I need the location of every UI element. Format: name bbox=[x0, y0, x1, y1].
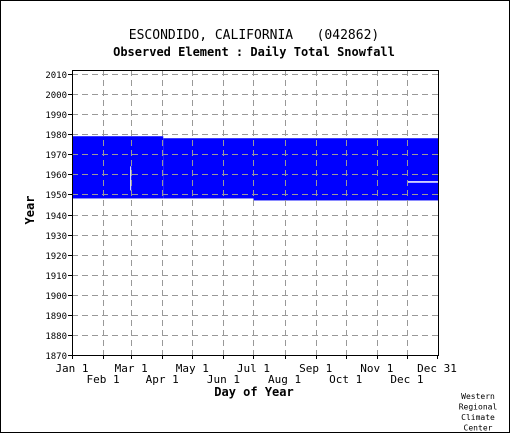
data-gap-1 bbox=[130, 166, 132, 191]
y-tick-label: 1950 bbox=[45, 191, 67, 201]
x-tick-label: Jan 1 bbox=[55, 362, 88, 375]
x-tick-label: May 1 bbox=[176, 362, 209, 375]
x-tick-label: Apr 1 bbox=[146, 373, 179, 386]
data-block-1 bbox=[163, 138, 254, 199]
x-axis-label: Day of Year bbox=[214, 385, 293, 399]
y-tick-label: 2010 bbox=[45, 71, 67, 81]
y-tick-label: 1990 bbox=[45, 111, 67, 121]
data-block-2 bbox=[253, 138, 438, 201]
y-tick-label: 1910 bbox=[45, 272, 67, 282]
plot-border bbox=[72, 70, 439, 356]
x-tick-label: Jul 1 bbox=[237, 362, 270, 375]
x-tick-label: Jun 1 bbox=[207, 373, 240, 386]
data-blocks bbox=[72, 136, 438, 201]
grid-lines bbox=[72, 70, 439, 356]
x-axis-ticks: Jan 1 Mar 1 May 1 Jul 1 Sep 1 Nov 1 Dec 31 Feb … bbox=[55, 355, 457, 386]
y-tick-label: 1870 bbox=[45, 352, 67, 362]
x-tick-label: Sep 1 bbox=[299, 362, 332, 375]
x-tick-label: Dec 31 bbox=[417, 362, 457, 375]
data-block-0 bbox=[72, 136, 164, 199]
credit-line: Center bbox=[464, 424, 493, 433]
y-tick-label: 2000 bbox=[45, 91, 67, 101]
x-tick-label: Oct 1 bbox=[329, 373, 362, 386]
credit-line: Western bbox=[461, 392, 495, 401]
y-tick-label: 1890 bbox=[45, 312, 67, 322]
x-tick-label: Nov 1 bbox=[360, 362, 393, 375]
y-tick-label: 1900 bbox=[45, 292, 67, 302]
y-tick-label: 1970 bbox=[45, 151, 67, 161]
chart-title: ESCONDIDO, CALIFORNIA (042862) bbox=[129, 28, 379, 43]
plot-background bbox=[72, 70, 438, 355]
x-tick-label: Feb 1 bbox=[87, 373, 120, 386]
chart-subtitle: Observed Element : Daily Total Snowfall bbox=[113, 45, 395, 59]
data-gap-0 bbox=[407, 181, 438, 183]
y-tick-label: 1960 bbox=[45, 171, 67, 181]
plot-area bbox=[72, 70, 438, 355]
y-tick-label: 1920 bbox=[45, 252, 67, 262]
y-axis-label: Year bbox=[23, 196, 37, 225]
y-tick-label: 1880 bbox=[45, 332, 67, 342]
credit-line: Climate bbox=[461, 413, 495, 422]
x-tick-label: Mar 1 bbox=[115, 362, 148, 375]
credit-line: Regional bbox=[459, 403, 498, 412]
y-tick-label: 1930 bbox=[45, 232, 67, 242]
y-axis-ticks: 2010 2000 1990 1980 1970 1960 1950 1940 1930 1920… bbox=[45, 71, 72, 362]
y-tick-label: 1940 bbox=[45, 212, 67, 222]
y-tick-label: 1980 bbox=[45, 131, 67, 141]
x-tick-label: Dec 1 bbox=[390, 373, 423, 386]
x-tick-label: Aug 1 bbox=[268, 373, 301, 386]
